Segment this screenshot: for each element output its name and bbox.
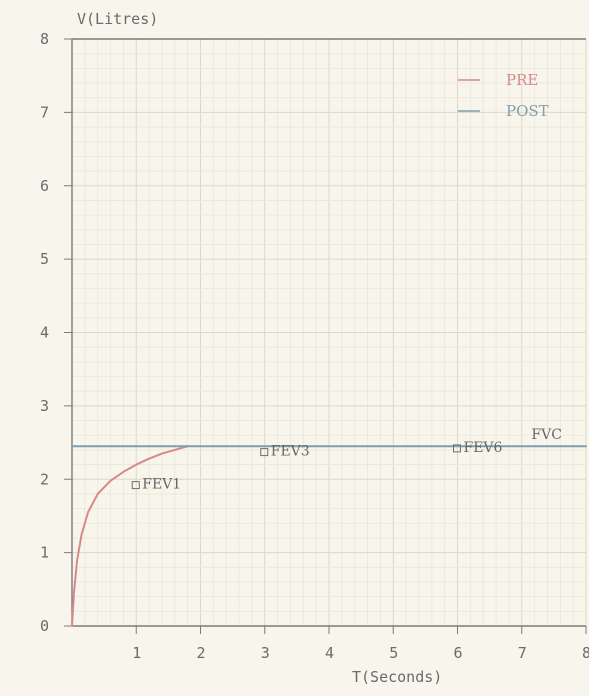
- ticks-layer: 0 1 2 3 4 5 6 7 8 1 2 3 4 5 6 7 8: [40, 30, 589, 662]
- y-tick-label: 4: [40, 324, 49, 342]
- grid-layer: [71, 38, 587, 627]
- x-tick-label: 8: [582, 644, 589, 662]
- y-tick-label: 2: [40, 470, 49, 488]
- x-tick-label: 6: [454, 644, 463, 662]
- fev3-label: FEV3: [271, 444, 310, 460]
- fev1-marker: [131, 481, 140, 490]
- series-layer: [71, 445, 587, 627]
- y-tick-label: 6: [40, 177, 49, 195]
- y-tick-label: 1: [40, 544, 49, 562]
- fev6-marker: [453, 444, 461, 453]
- x-tick-label: 1: [132, 644, 141, 662]
- legend-label-pre: PRE: [506, 71, 538, 89]
- y-tick-label: 7: [40, 103, 49, 121]
- legend-layer: PRE POST: [458, 71, 549, 120]
- x-tick-label: 3: [261, 644, 270, 662]
- series-line-pre: [71, 445, 189, 627]
- x-tick-label: 4: [325, 644, 334, 662]
- x-tick-label: 5: [389, 644, 398, 662]
- y-tick-label: 8: [40, 30, 49, 48]
- x-tick-label: 7: [518, 644, 527, 662]
- fev1-label: FEV1: [142, 477, 181, 493]
- fvc-label: FVC: [531, 427, 562, 443]
- fev3-marker: [260, 448, 269, 457]
- y-axis-title: V(Litres): [77, 10, 158, 28]
- fev6-label: FEV6: [464, 440, 503, 456]
- x-tick-label: 2: [197, 644, 206, 662]
- y-tick-label: 5: [40, 250, 49, 268]
- legend-label-post: POST: [506, 102, 549, 120]
- x-axis-title: T(Seconds): [352, 668, 442, 686]
- annotations-layer: FEV1 FEV3 FEV6 FVC: [131, 427, 562, 493]
- y-tick-label: 3: [40, 397, 49, 415]
- y-tick-label: 0: [40, 617, 49, 635]
